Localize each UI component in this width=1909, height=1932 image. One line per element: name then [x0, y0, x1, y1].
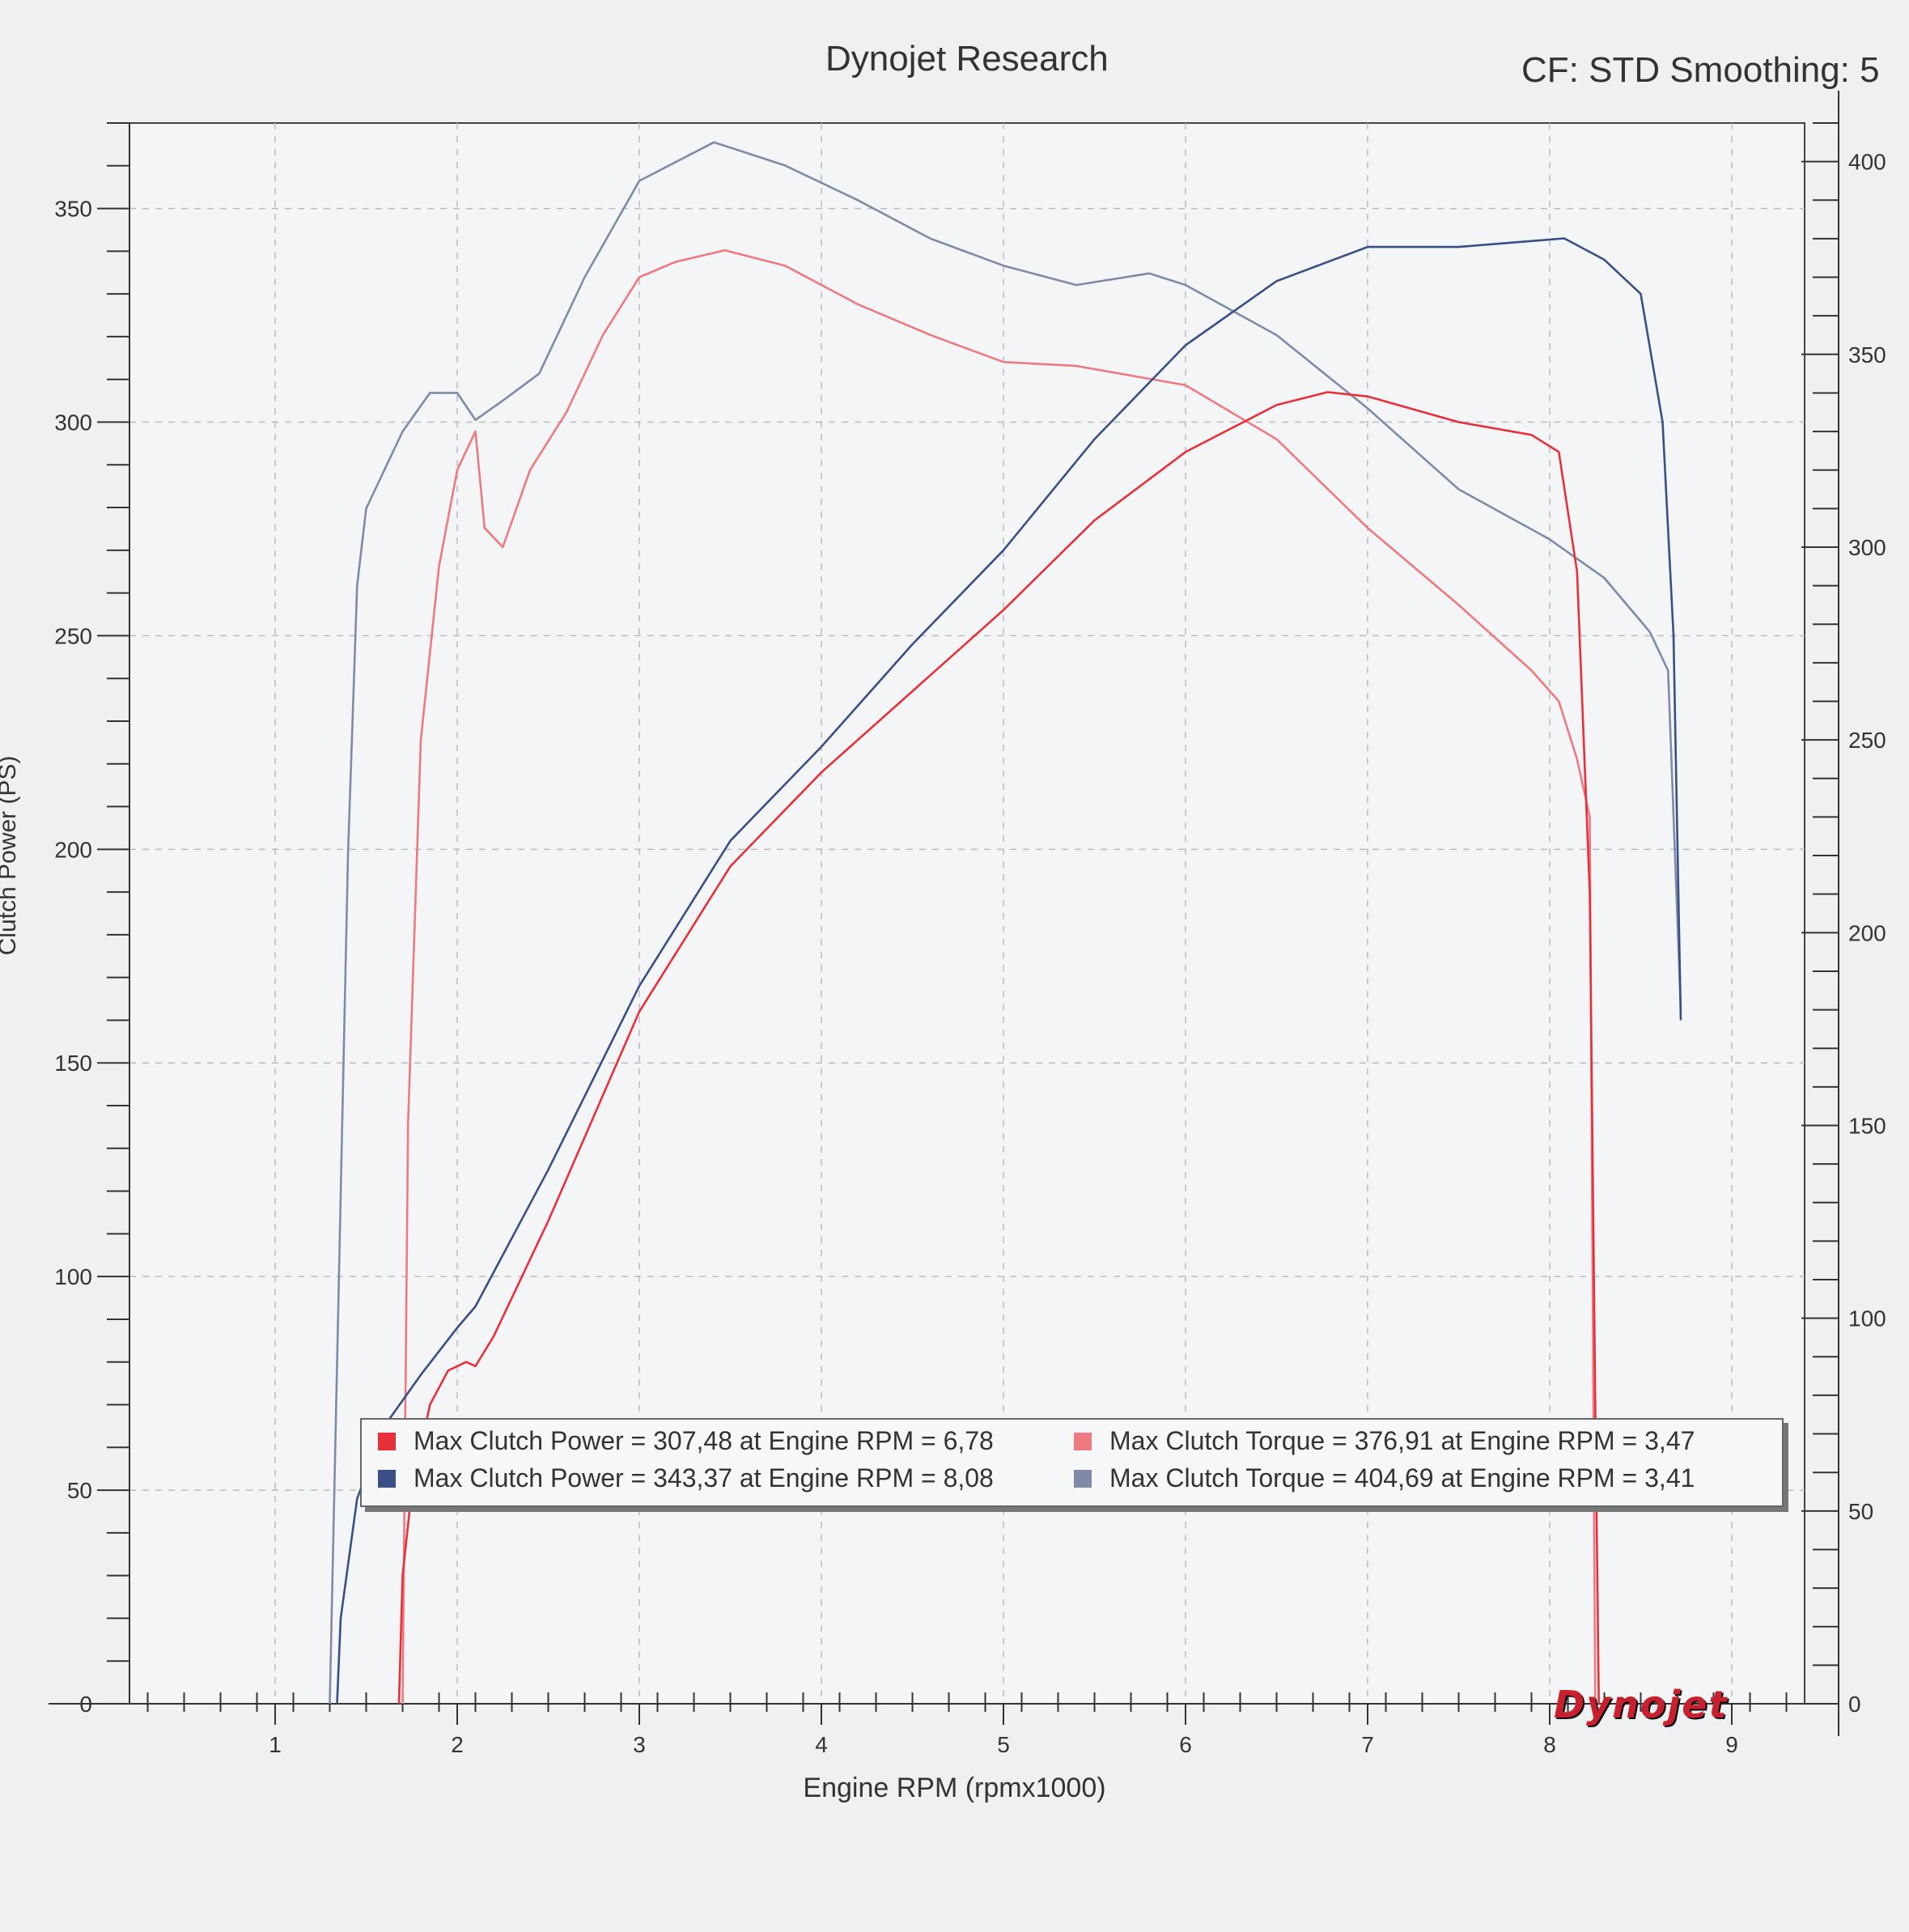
series-line-red_torque [401, 248, 1597, 1705]
legend-label-blue-power: Max Clutch Power = 343,37 at Engine RPM … [414, 1463, 994, 1493]
y-left-tick-label: 50 [67, 1478, 92, 1503]
y-right-tick-label: 50 [1848, 1499, 1873, 1524]
dynojet-logo: Dynojet [1554, 1683, 1729, 1726]
correction-factor-label: CF: STD Smoothing: 5 [1521, 50, 1880, 90]
legend: Max Clutch Power = 307,48 at Engine RPM … [360, 1418, 1784, 1507]
series-line-red_power [397, 391, 1600, 1705]
y-left-tick-label: 300 [54, 410, 92, 435]
legend-item-blue-torque: Max Clutch Torque = 404,69 at Engine RPM… [1064, 1463, 1695, 1493]
legend-label-red-power: Max Clutch Power = 307,48 at Engine RPM … [414, 1426, 994, 1455]
y-right-tick-label: 0 [1848, 1692, 1861, 1717]
y-right-tick-label: 350 [1848, 342, 1886, 367]
series-line-blue_torque [329, 141, 1682, 1705]
legend-swatch-blue-power [378, 1469, 396, 1488]
y-left-tick-label: 150 [54, 1051, 92, 1076]
x-tick-label: 7 [1361, 1732, 1374, 1757]
y-left-tick-label: 100 [54, 1264, 92, 1289]
x-tick-label: 1 [269, 1732, 282, 1757]
x-tick-label: 8 [1543, 1732, 1556, 1757]
x-axis-label: Engine RPM (rpmx1000) [803, 1773, 1106, 1803]
y-right-tick-label: 250 [1848, 728, 1886, 753]
y-right-tick-label: 200 [1848, 920, 1886, 945]
chart-title: Dynojet Research [825, 39, 1109, 79]
y-right-tick-label: 400 [1848, 150, 1886, 175]
x-tick-label: 9 [1725, 1732, 1738, 1757]
y-left-tick-label: 350 [54, 197, 92, 222]
legend-label-blue-torque: Max Clutch Torque = 404,69 at Engine RPM… [1109, 1463, 1695, 1493]
y-right-tick-label: 100 [1848, 1306, 1886, 1331]
legend-swatch-red-power [378, 1432, 396, 1450]
legend-item-blue-power: Max Clutch Power = 343,37 at Engine RPM … [368, 1463, 994, 1493]
y-left-tick-label: 250 [54, 623, 92, 648]
y-right-tick-label: 150 [1848, 1113, 1886, 1138]
x-tick-label: 4 [815, 1732, 828, 1757]
x-tick-label: 5 [997, 1732, 1010, 1757]
y-left-tick-label: 200 [54, 837, 92, 862]
legend-label-red-torque: Max Clutch Torque = 376,91 at Engine RPM… [1109, 1426, 1695, 1455]
x-tick-label: 2 [451, 1732, 464, 1757]
x-tick-label: 3 [633, 1732, 646, 1757]
series-line-blue_power [336, 237, 1682, 1705]
x-tick-label: 6 [1179, 1732, 1192, 1757]
legend-swatch-red-torque [1074, 1432, 1092, 1450]
legend-item-red-torque: Max Clutch Torque = 376,91 at Engine RPM… [1064, 1426, 1695, 1456]
legend-item-red-power: Max Clutch Power = 307,48 at Engine RPM … [368, 1426, 994, 1456]
y-right-tick-label: 300 [1848, 535, 1886, 560]
legend-swatch-blue-torque [1074, 1469, 1092, 1488]
